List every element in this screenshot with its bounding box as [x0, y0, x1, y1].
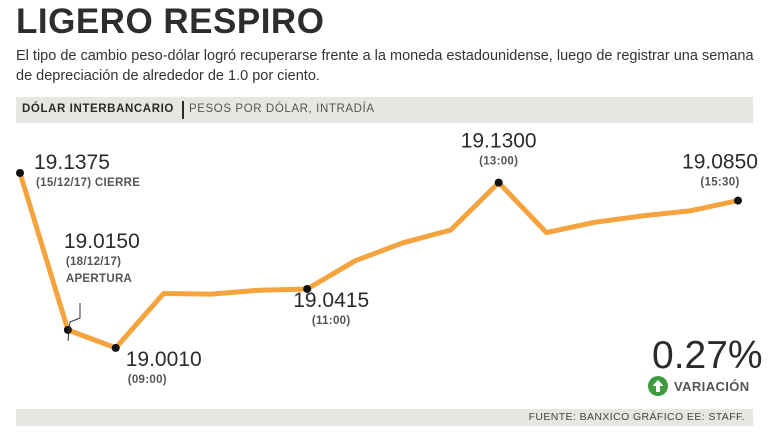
footer-band: FUENTE: BANXICO GRÁFICO EE: STAFF.	[16, 409, 753, 426]
data-point	[494, 178, 503, 187]
arrow-up-icon	[648, 376, 668, 396]
data-points	[16, 169, 742, 352]
data-label-value: 19.0415	[293, 289, 369, 312]
data-label-value: 19.1375	[34, 151, 110, 174]
data-label-value: 19.0010	[126, 348, 202, 371]
data-label-value: 19.1300	[461, 130, 537, 153]
data-label-detail: (15:30)	[700, 177, 739, 189]
data-point	[111, 343, 120, 352]
data-point	[63, 325, 72, 334]
data-label-detail: (15/12/17) CIERRE	[36, 177, 140, 189]
data-label-detail: APERTURA	[66, 273, 132, 285]
variation-value: 0.27%	[652, 334, 763, 377]
data-label-detail: (18/12/17)	[66, 256, 121, 268]
data-label-value: 19.0150	[64, 230, 140, 253]
apertura-leader-line	[67, 303, 81, 342]
chart-header-band: DÓLAR INTERBANCARIO PESOS POR DÓLAR, INT…	[16, 97, 753, 123]
data-labels: 19.1375 (15/12/17) CIERRE 19.0150 (18/12/17…	[34, 130, 758, 386]
data-label-detail: (11:00)	[312, 315, 351, 327]
variation-label: VARIACIÓN	[674, 379, 750, 394]
unit-label: PESOS POR DÓLAR, INTRADÍA	[189, 103, 375, 115]
data-point	[734, 196, 742, 205]
band-separator	[182, 101, 184, 119]
series-label: DÓLAR INTERBANCARIO	[22, 103, 174, 115]
data-label-value: 19.0850	[682, 151, 758, 174]
chart-title: LIGERO RESPIRO	[16, 2, 325, 41]
data-label-detail: (09:00)	[128, 374, 167, 386]
data-point	[303, 284, 312, 293]
source-credit: FUENTE: BANXICO GRÁFICO EE: STAFF.	[528, 411, 745, 423]
series-line	[17, 170, 741, 351]
data-point	[16, 169, 24, 178]
chart-subtitle: El tipo de cambio peso-dólar logró recup…	[16, 48, 754, 84]
data-label-detail: (13:00)	[479, 156, 518, 168]
